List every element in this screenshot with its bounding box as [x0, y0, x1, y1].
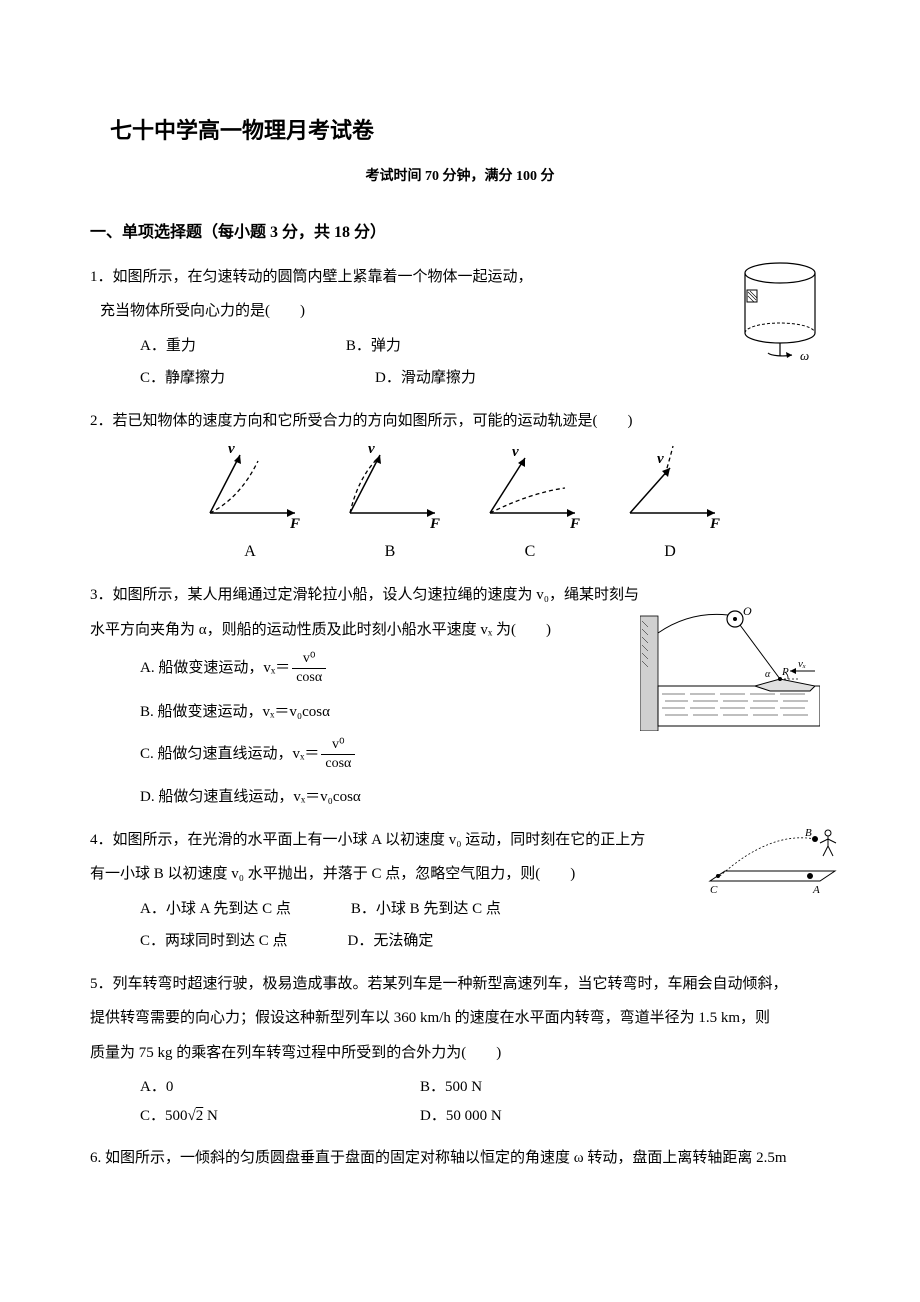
omega-label: ω	[800, 348, 809, 363]
q5-opt-a: A．0	[140, 1079, 173, 1095]
svg-text:F: F	[709, 516, 720, 528]
question-3: O P α vₓ 3．如图所示，某人用绳通过定滑轮拉小船，设人匀速拉绳的速度为 …	[90, 581, 830, 812]
svg-text:F: F	[569, 516, 580, 528]
svg-text:F: F	[289, 516, 300, 528]
q2-text: 2．若已知物体的速度方向和它所受合力的方向如图所示，可能的运动轨迹是( )	[90, 407, 830, 436]
svg-text:v: v	[657, 451, 664, 467]
svg-text:v: v	[368, 443, 375, 457]
question-2: 2．若已知物体的速度方向和它所受合力的方向如图所示，可能的运动轨迹是( ) v …	[90, 407, 830, 567]
q6-text: 6. 如图所示，一倾斜的匀质圆盘垂直于盘面的固定对称轴以恒定的角速度 ω 转动，…	[90, 1144, 830, 1173]
section-1-heading: 一、单项选择题（每小题 3 分，共 18 分）	[90, 218, 830, 248]
svg-text:C: C	[710, 884, 718, 896]
exam-subtitle: 考试时间 70 分钟，满分 100 分	[90, 164, 830, 191]
q5-opt-b: B．500 N	[420, 1079, 482, 1095]
q1-opt-b: B．弹力	[346, 332, 401, 361]
svg-text:F: F	[429, 516, 440, 528]
figure-cylinder: ω	[730, 258, 830, 379]
svg-text:O: O	[743, 604, 752, 618]
q1-opt-d: D．滑动摩擦力	[375, 364, 476, 393]
question-1: ω 1．如图所示，在匀速转动的圆筒内壁上紧靠着一个物体一起运动， 充当物体所受向…	[90, 263, 830, 393]
svg-text:α: α	[765, 669, 771, 680]
svg-text:v: v	[512, 444, 519, 460]
question-6: 6. 如图所示，一倾斜的匀质圆盘垂直于盘面的固定对称轴以恒定的角速度 ω 转动，…	[90, 1144, 830, 1173]
q5-line1: 5．列车转弯时超速行驶，极易造成事故。若某列车是一种新型高速列车，当它转弯时，车…	[90, 970, 830, 999]
q5-line3: 质量为 75 kg 的乘客在列车转弯过程中所受到的合外力为( )	[90, 1039, 830, 1068]
q1-opt-a: A．重力	[140, 332, 196, 361]
figure-projectile: A C B	[700, 821, 850, 912]
q4-opt-b: B．小球 B 先到达 C 点	[351, 895, 501, 924]
exam-title: 七十中学高一物理月考试卷	[110, 110, 830, 152]
q2-label-b: B	[330, 537, 450, 567]
q4-opt-a: A．小球 A 先到达 C 点	[140, 895, 291, 924]
q2-label-d: D	[610, 537, 730, 567]
svg-text:B: B	[805, 827, 812, 839]
q1-opt-c: C．静摩擦力	[140, 364, 225, 393]
q5-opt-d: D．50 000 N	[420, 1108, 502, 1124]
question-4: A C B 4．如图所示，在光滑的水平面上有一小球 A 以初速度 v₀ 运动，同…	[90, 826, 830, 956]
q4-opt-d: D．无法确定	[348, 927, 434, 956]
q5-line2: 提供转弯需要的向心力；假设这种新型列车以 360 km/h 的速度在水平面内转弯…	[90, 1004, 830, 1033]
q3-opt-d: D. 船做匀速直线运动，vₓ＝v₀cosα	[90, 783, 830, 812]
q2-figures: v F A v F B v	[90, 443, 830, 567]
q1-line1: 1．如图所示，在匀速转动的圆筒内壁上紧靠着一个物体一起运动，	[90, 263, 830, 292]
svg-text:vₓ: vₓ	[798, 658, 806, 670]
q1-line2: 充当物体所受向心力的是( )	[90, 297, 830, 326]
q4-opt-c: C．两球同时到达 C 点	[140, 927, 288, 956]
figure-pulley: O P α vₓ	[640, 601, 820, 742]
q2-label-a: A	[190, 537, 310, 567]
svg-text:v: v	[228, 443, 235, 457]
q2-label-c: C	[470, 537, 590, 567]
q5-opt-c: C．500√2 N	[140, 1102, 420, 1131]
question-5: 5．列车转弯时超速行驶，极易造成事故。若某列车是一种新型高速列车，当它转弯时，车…	[90, 970, 830, 1131]
svg-text:A: A	[812, 884, 820, 896]
